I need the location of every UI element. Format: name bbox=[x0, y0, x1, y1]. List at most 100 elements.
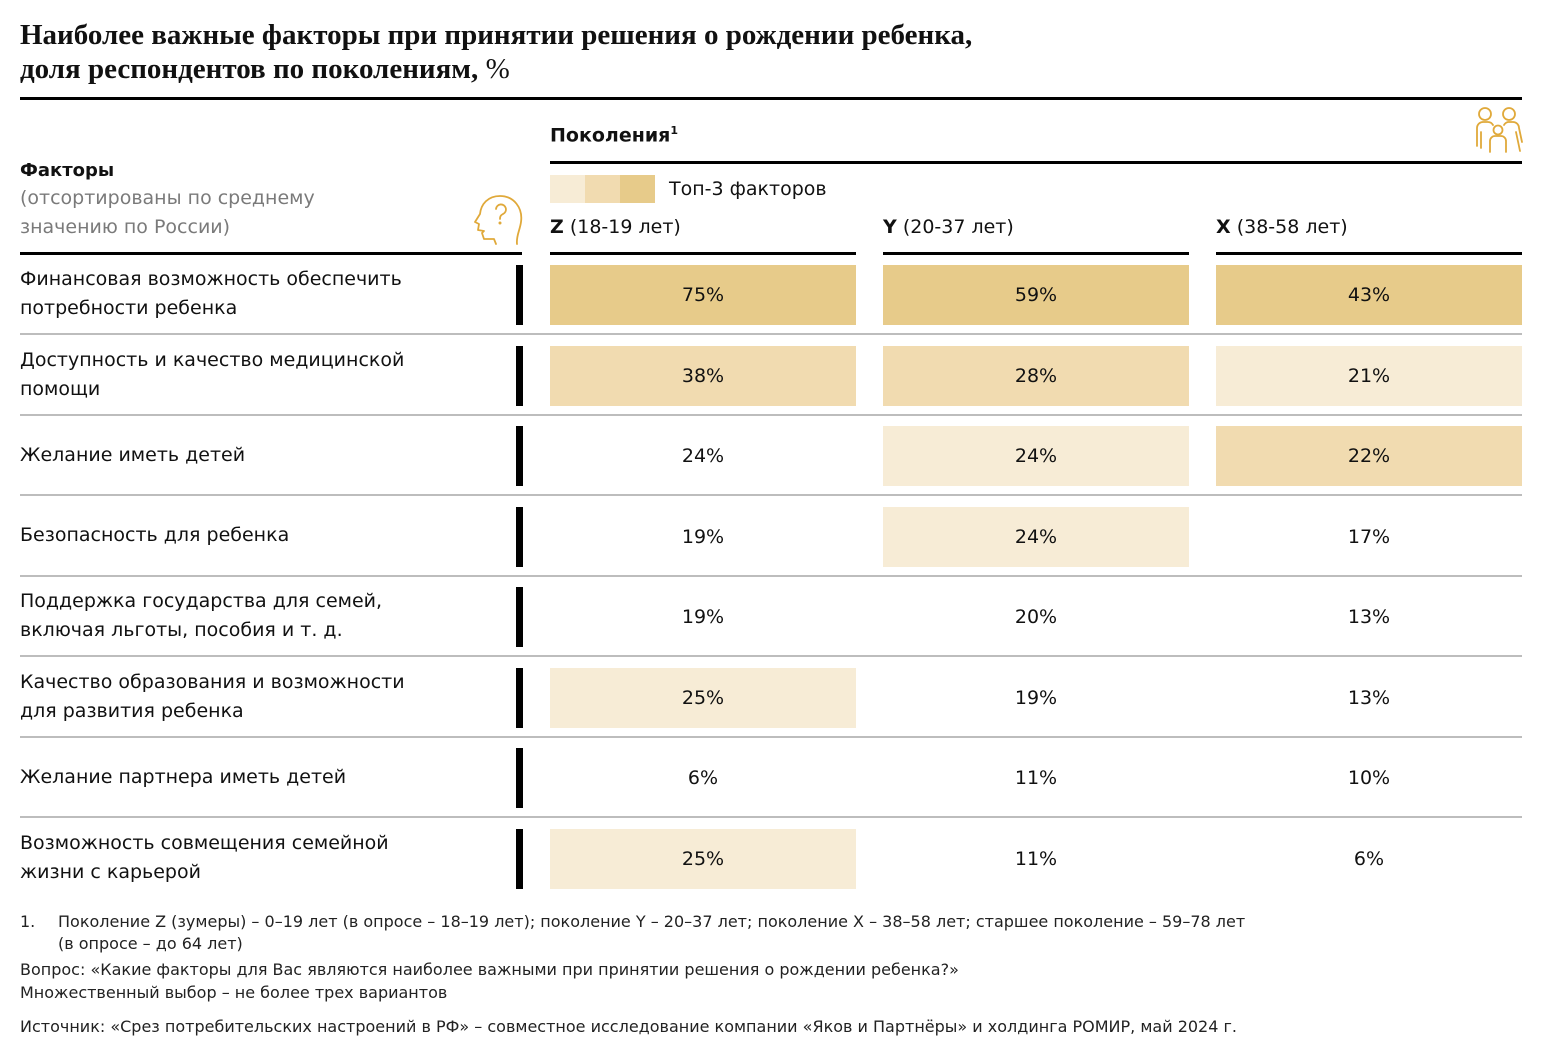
factor-label-line: Финансовая возможность обеспечить bbox=[20, 268, 402, 290]
row-marker-bar bbox=[516, 828, 523, 889]
factors-divider bbox=[20, 252, 522, 255]
factor-label: Возможность совмещения семейной жизни с к… bbox=[20, 819, 510, 899]
value-cell-y: 59% bbox=[883, 265, 1189, 325]
value-label: 24% bbox=[681, 445, 725, 467]
factor-label-line: Безопасность для ребенка bbox=[20, 524, 290, 546]
table-row: Финансовая возможность обеспечить потребн… bbox=[20, 255, 1522, 335]
column-header-y: Y (20-37 лет) bbox=[883, 216, 1014, 238]
row-marker-bar bbox=[516, 587, 523, 647]
value-cell-y: 19% bbox=[883, 668, 1189, 728]
chart-title-line2: доля респондентов по поколениям, % bbox=[20, 52, 1520, 86]
factor-label-line: потребности ребенка bbox=[20, 297, 238, 319]
value-label: 25% bbox=[681, 686, 725, 709]
factor-label-line: помощи bbox=[20, 377, 101, 400]
value-label: 6% bbox=[1353, 847, 1385, 870]
table-row: Возможность совмещения семейной жизни с к… bbox=[20, 819, 1522, 899]
value-cell-x: 10% bbox=[1216, 748, 1522, 808]
head-question-icon bbox=[474, 195, 523, 245]
value-label: 24% bbox=[1014, 525, 1058, 548]
table-row: Качество образования и возможности для ра… bbox=[20, 658, 1522, 738]
value-cell-x: 13% bbox=[1216, 587, 1522, 647]
chart-title: Наиболее важные факторы при принятии реш… bbox=[20, 18, 1520, 86]
footnote-question: Вопрос: «Какие факторы для Вас являются … bbox=[20, 960, 959, 979]
value-cell-z: 25% bbox=[550, 667, 856, 728]
value-cell-y: 28% bbox=[883, 345, 1189, 406]
factor-label-line: для развития ребенка bbox=[20, 699, 244, 722]
value-cell-x: 22% bbox=[1216, 426, 1522, 486]
value-cell-y: 11% bbox=[883, 748, 1189, 808]
factor-label: Безопасность для ребенка bbox=[20, 497, 510, 577]
value-label: 13% bbox=[1347, 686, 1391, 709]
value-cell-y: 20% bbox=[883, 587, 1189, 647]
factors-subtitle-line2: значению по России) bbox=[20, 216, 231, 238]
value-cell-x: 17% bbox=[1216, 507, 1522, 567]
legend: Топ-3 факторов bbox=[550, 175, 827, 203]
factor-label-text: Качество образования и возможности для ра… bbox=[20, 668, 405, 726]
value-cell-z: 24% bbox=[550, 426, 856, 486]
value-cell-z: 75% bbox=[550, 265, 856, 325]
value-cell-x: 21% bbox=[1216, 345, 1522, 406]
row-divider bbox=[20, 494, 1522, 496]
factor-label-line: Качество образования и возможности bbox=[20, 670, 405, 693]
footnote-1-line2: (в опросе – до 64 лет) bbox=[58, 934, 243, 953]
value-label: 25% bbox=[681, 847, 725, 870]
column-y-range: (20-37 лет) bbox=[902, 216, 1014, 238]
chart-title-unit: % bbox=[485, 53, 510, 85]
footnote-multiple-choice: Множественный выбор – не более трех вари… bbox=[20, 983, 448, 1002]
row-marker-bar bbox=[516, 748, 523, 808]
value-label: 20% bbox=[1014, 606, 1058, 628]
value-label: 17% bbox=[1347, 525, 1391, 548]
value-label: 19% bbox=[681, 525, 725, 548]
factor-label-text: Желание партнера иметь детей bbox=[20, 763, 346, 792]
factor-label-line: Желание иметь детей bbox=[20, 443, 246, 466]
legend-swatch-rank1 bbox=[620, 175, 655, 203]
value-label: 59% bbox=[1014, 284, 1058, 306]
footnote-1-number: 1. bbox=[20, 912, 36, 931]
row-divider bbox=[20, 413, 1522, 416]
factor-label: Желание партнера иметь детей bbox=[20, 738, 510, 818]
row-divider bbox=[20, 574, 1522, 577]
value-cell-x: 43% bbox=[1216, 265, 1522, 325]
title-divider bbox=[20, 97, 1522, 100]
generations-header: Поколения1 bbox=[550, 124, 678, 146]
row-marker-bar bbox=[516, 426, 523, 486]
value-label: 19% bbox=[1014, 686, 1058, 709]
value-cell-y: 11% bbox=[883, 829, 1189, 889]
factor-label-line: Возможность совмещения семейной bbox=[20, 831, 389, 854]
row-divider bbox=[20, 816, 1522, 818]
footnote-1: 1. Поколение Z (зумеры) – 0–19 лет (в оп… bbox=[20, 911, 1420, 955]
value-label: 6% bbox=[687, 767, 719, 789]
column-header-x: X (38-58 лет) bbox=[1216, 216, 1348, 238]
value-label: 38% bbox=[681, 364, 725, 387]
value-label: 11% bbox=[1014, 767, 1058, 789]
factor-label-text: Финансовая возможность обеспечить потребн… bbox=[20, 265, 402, 323]
column-x-divider bbox=[1216, 252, 1522, 255]
chart-title-line2-text: доля респондентов по поколениям, bbox=[20, 53, 479, 85]
value-label: 75% bbox=[681, 284, 725, 306]
value-cell-z: 6% bbox=[550, 748, 856, 808]
factors-subtitle-line1: (отсортированы по среднему bbox=[20, 187, 315, 209]
factor-label: Поддержка государства для семей, включая … bbox=[20, 577, 510, 657]
value-cell-y: 24% bbox=[883, 506, 1189, 567]
footnote-1-line1: Поколение Z (зумеры) – 0–19 лет (в опрос… bbox=[58, 912, 1246, 931]
value-cell-x: 13% bbox=[1216, 668, 1522, 728]
factors-title: Факторы bbox=[20, 160, 115, 181]
column-x-letter: X bbox=[1216, 216, 1231, 238]
value-cell-z: 19% bbox=[550, 507, 856, 567]
factor-label-text: Поддержка государства для семей, включая … bbox=[20, 587, 382, 645]
legend-swatch-rank3 bbox=[550, 175, 585, 203]
factor-label: Желание иметь детей bbox=[20, 416, 510, 496]
factor-label-line: Поддержка государства для семей, bbox=[20, 590, 383, 612]
factors-header: Факторы (отсортированы по среднему значе… bbox=[20, 158, 480, 242]
legend-label: Топ-3 факторов bbox=[669, 178, 827, 200]
factor-label: Качество образования и возможности для ра… bbox=[20, 658, 510, 738]
value-label: 11% bbox=[1014, 847, 1058, 870]
table-row: Желание партнера иметь детей 6% 11% 10% bbox=[20, 738, 1522, 818]
generations-divider bbox=[550, 161, 1522, 164]
generations-label: Поколения bbox=[550, 124, 671, 147]
value-cell-z: 38% bbox=[550, 345, 856, 406]
value-cell-z: 25% bbox=[550, 828, 856, 889]
row-marker-bar bbox=[516, 265, 523, 325]
factor-label-line: включая льготы, пособия и т. д. bbox=[20, 619, 343, 641]
value-label: 43% bbox=[1347, 284, 1391, 306]
